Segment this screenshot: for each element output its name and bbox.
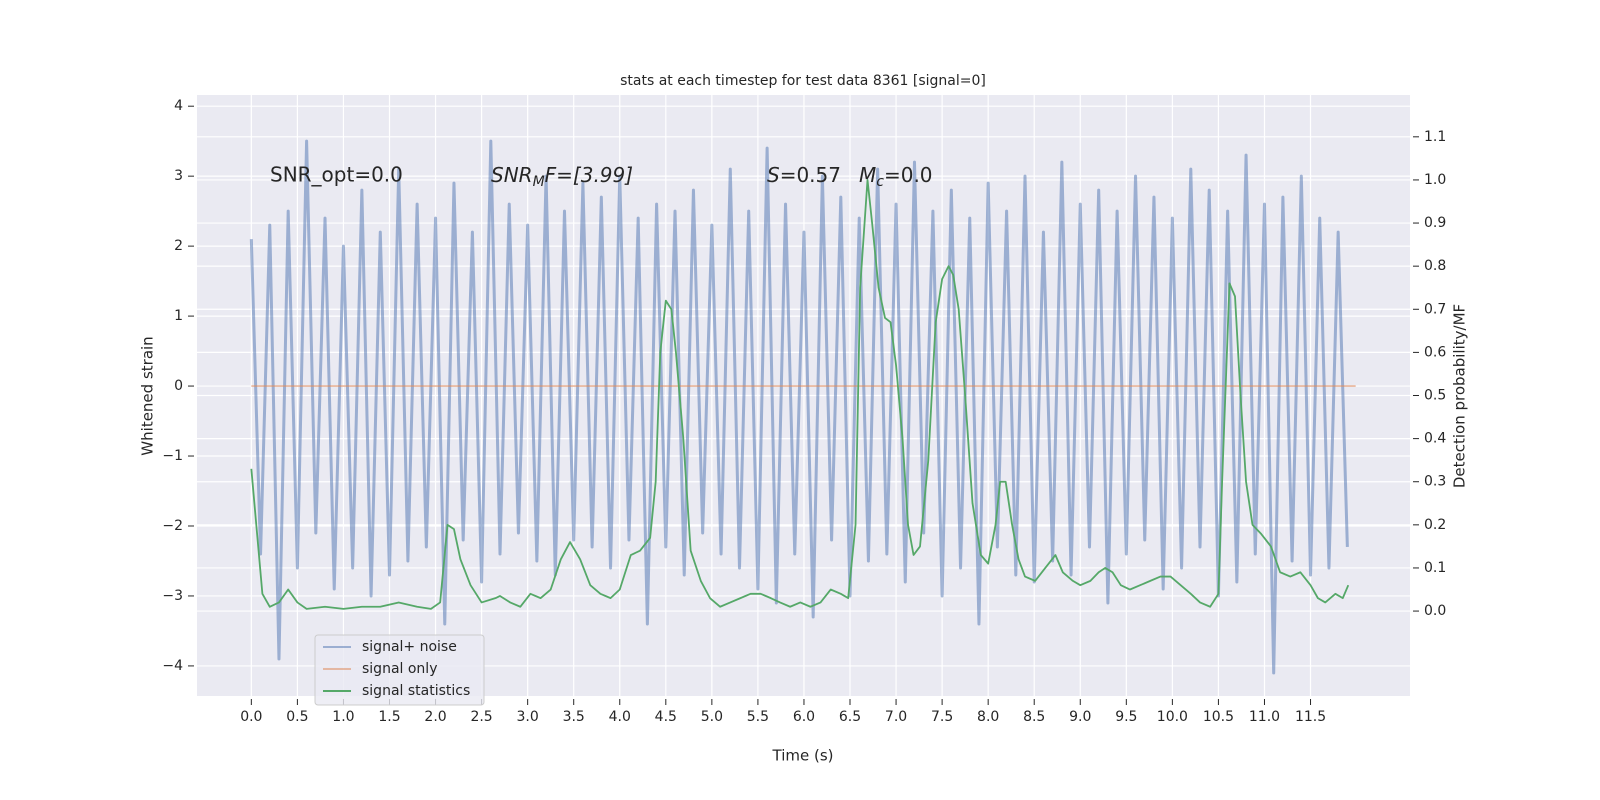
y-tick-label: −1 (162, 448, 183, 464)
y2-tick-label: 0.5 (1424, 388, 1446, 404)
y-tick-label: −2 (162, 518, 183, 534)
y2-axis-label: Detection probability/MF (1451, 304, 1469, 488)
y2-tick-label: 1.0 (1424, 172, 1446, 188)
x-tick-label: 9.5 (1115, 709, 1137, 725)
y2-tick-label: 0.1 (1424, 560, 1446, 576)
y2-tick-label: 0.2 (1424, 517, 1446, 533)
y2-tick-label: 0.7 (1424, 301, 1446, 317)
x-tick-label: 7.5 (931, 709, 953, 725)
x-tick-label: 1.5 (378, 709, 400, 725)
x-tick-label: 6.5 (839, 709, 861, 725)
x-tick-label: 5.5 (747, 709, 769, 725)
x-tick-label: 4.5 (655, 709, 677, 725)
x-tick-label: 10.5 (1203, 709, 1234, 725)
x-tick-label: 6.0 (793, 709, 815, 725)
y-tick-label: 4 (174, 98, 183, 114)
x-tick-label: 0.5 (286, 709, 308, 725)
x-tick-label: 8.5 (1023, 709, 1045, 725)
legend-label: signal+ noise (362, 639, 457, 655)
x-tick-label: 4.0 (609, 709, 631, 725)
x-tick-label: 3.0 (517, 709, 539, 725)
x-tick-label: 2.5 (470, 709, 492, 725)
y-axis-label: Whitened strain (139, 336, 157, 455)
annotation: Mc=0.0 (859, 163, 933, 191)
series-line (250, 179, 1350, 610)
y-tick-label: 1 (174, 308, 183, 324)
legend: signal+ noise signal only signal statistic… (314, 634, 485, 706)
annotation-part: F=[3.99] (545, 163, 633, 187)
chart-title: stats at each timestep for test data 836… (620, 73, 986, 89)
annotation-part: =0.57 (780, 163, 841, 187)
y-tick-label: −3 (162, 588, 183, 604)
axes: 0.0 0.5 1.0 1.5 2.0 2.5 3.0 3.5 4.0 4.5 5.0 5.5 6.0 6… (162, 98, 1446, 725)
marks (249, 139, 1356, 675)
y2-tick-label: 0.8 (1424, 258, 1446, 274)
x-tick-label: 11.5 (1295, 709, 1326, 725)
series-line (249, 139, 1349, 675)
y-tick-label: 2 (174, 238, 183, 254)
y-tick-label: 0 (174, 378, 183, 394)
x-tick-label: 3.5 (563, 709, 585, 725)
annotation-part: S (767, 163, 780, 187)
x-tick-label: 8.0 (977, 709, 999, 725)
annotation-part: M (859, 163, 876, 187)
legend-box (314, 634, 485, 706)
x-tick-label: 2.0 (424, 709, 446, 725)
y2-tick-label: 0.6 (1424, 344, 1446, 360)
x-tick-label: 0.0 (240, 709, 262, 725)
x-axis-label: Time (s) (772, 747, 834, 765)
y2-tick-label: 1.1 (1424, 129, 1446, 145)
y-tick-label: −4 (162, 658, 183, 674)
x-tick-label: 9.0 (1069, 709, 1091, 725)
y2-tick-label: 0.0 (1424, 603, 1446, 619)
annotation-part: SNR (491, 163, 533, 187)
annotation-sub: c (876, 174, 884, 190)
annotation: SNRMF=[3.99] (491, 163, 633, 191)
annotation-part: =0.0 (884, 163, 933, 187)
y2-tick-label: 0.3 (1424, 474, 1446, 490)
annotation: S=0.57 (767, 163, 841, 187)
y2-tick-label: 0.4 (1424, 431, 1446, 447)
annotation-sub: M (533, 174, 545, 190)
legend-label: signal only (362, 661, 437, 677)
y2-tick-label: 0.9 (1424, 215, 1446, 231)
x-tick-label: 11.0 (1249, 709, 1280, 725)
annotations: SNR_opt=0.0 SNRMF=[3.99] S=0.57 Mc=0.0 (270, 163, 933, 191)
legend-label: signal statistics (362, 683, 470, 699)
x-tick-label: 1.0 (332, 709, 354, 725)
x-tick-label: 5.0 (701, 709, 723, 725)
x-tick-label: 10.0 (1157, 709, 1188, 725)
y-tick-label: 3 (174, 168, 183, 184)
x-tick-label: 7.0 (885, 709, 907, 725)
annotation: SNR_opt=0.0 (270, 163, 403, 187)
